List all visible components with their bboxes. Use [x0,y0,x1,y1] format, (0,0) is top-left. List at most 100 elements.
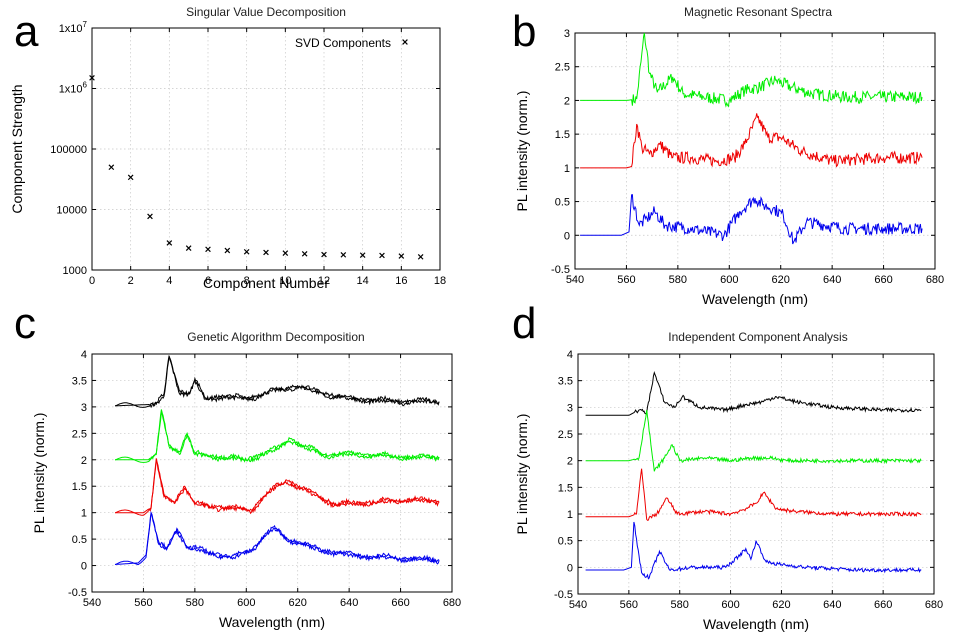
x-tick-label: 8 [244,275,250,287]
data-point [147,213,153,220]
panel-b-frame [574,32,936,270]
y-tick-label: 3 [567,402,573,414]
y-tick-label: 1.5 [558,482,573,494]
data-point [205,246,211,253]
series-line [114,511,440,566]
y-tick-label: 1.5 [555,129,570,141]
panel-b-ticks: 540 560 580 600 620 640 660 680 -0.5 0 0.5 1 1.5 2 2.5… [551,28,944,286]
y-tick-label: 0.5 [555,197,570,209]
x-tick-label: 540 [566,274,584,286]
data-point [398,253,405,259]
y-tick-label: 0 [81,561,87,573]
y-tick-label: 3 [81,402,87,414]
x-tick-label: 580 [186,597,204,609]
y-tick-label: 4 [81,349,87,361]
x-tick-label: 620 [772,599,790,611]
y-tick-label: 1.5 [72,481,87,493]
series-line [585,409,922,472]
y-tick-label: 2.5 [558,429,573,441]
y-tick-label: 1 [81,508,87,520]
x-tick-label: 4 [166,275,172,287]
x-tick-label: 680 [926,274,944,286]
panel-c-xlabel: Wavelength (nm) [219,614,325,630]
data-point [263,249,269,256]
y-tick-label: 1 [567,509,573,521]
x-tick-label: 600 [237,597,255,609]
data-point [127,174,134,181]
panel-c-ylabel: PL intensity (norm.) [31,413,47,534]
panel-b: b Magnetic Resonant Spectra 540 560 580 600… [512,5,944,307]
x-tick-label: 560 [620,599,638,611]
x-tick-label: 680 [925,599,943,611]
data-point [166,240,173,246]
y-tick-label: 100000 [50,144,87,156]
x-tick-label: 540 [83,597,101,609]
series-line [114,355,440,409]
x-tick-label: 620 [772,274,790,286]
data-point [243,248,250,255]
x-tick-label: 560 [617,274,635,286]
data-point [282,250,289,256]
y-tick-label: 1x107 [59,20,88,35]
y-tick-label: 10000 [56,205,87,217]
panel-b-xlabel: Wavelength (nm) [702,291,808,307]
y-tick-label: 1000 [63,265,87,277]
y-tick-label: 2.5 [72,428,87,440]
series-line [585,371,922,416]
x-tick-label: 580 [669,274,687,286]
x-tick-label: 640 [823,599,841,611]
data-point [359,252,366,258]
y-tick-label: 2 [567,456,573,468]
panel-d: d Independent Component Analysis 540 560 5… [512,299,943,632]
series-line [580,113,923,169]
data-point [340,252,347,258]
panel-d-title: Independent Component Analysis [668,330,847,344]
y-tick-label: 0 [564,230,570,242]
data-point [379,252,385,259]
x-tick-label: 560 [134,597,152,609]
x-tick-label: 18 [434,275,446,287]
y-tick-label: 0 [567,562,573,574]
series-line [114,409,440,463]
series-line [114,458,440,516]
x-tick-label: 16 [395,275,407,287]
panel-d-marks [585,371,922,580]
y-tick-label: -0.5 [551,264,570,276]
panel-a-ticks: 0 2 4 6 8 10 12 14 16 18 1000 10000 100000 1x106 1x107 [50,20,446,287]
x-tick-label: 0 [89,275,95,287]
panel-c-marks [114,354,440,566]
panel-a-ylabel: Component Strength [9,84,25,213]
series-line [585,521,922,580]
panel-d-letter: d [512,299,536,348]
data-point [89,75,95,81]
panel-d-ticks: 540 560 580 600 620 640 660 680 -0.5 0 0.5 1 1.5 2 2.5… [554,349,943,611]
panel-a: a Singular Value Decomposition 0 2 4 6 8 10 12… [9,5,446,291]
panel-c-title: Genetic Algorithm Decomposition [187,330,364,344]
x-tick-label: 540 [569,599,587,611]
panel-a-legend: SVD Components [295,36,391,50]
x-tick-label: 600 [720,274,738,286]
panel-a-grid [91,27,441,271]
x-tick-label: 10 [279,275,291,287]
x-tick-label: 2 [128,275,134,287]
panel-b-marks [580,32,923,245]
panel-a-title: Singular Value Decomposition [186,5,346,19]
panel-b-title: Magnetic Resonant Spectra [684,5,832,19]
x-tick-label: 12 [318,275,330,287]
x-tick-label: 620 [289,597,307,609]
panel-d-ylabel: PL intensity (norm.) [514,414,530,535]
x-tick-label: 6 [205,275,211,287]
x-tick-label: 640 [340,597,358,609]
x-tick-label: 660 [391,597,409,609]
x-tick-label: 640 [823,274,841,286]
x-tick-label: 660 [874,599,892,611]
legend-marker [402,39,408,45]
panel-c: c Genetic Algorithm Decomposition 540 560… [14,299,461,630]
panel-c-ticks: 540 560 580 600 620 640 660 680 -0.5 0 0.5 1 1.5 2 2.5… [68,349,461,609]
y-tick-label: 0.5 [558,536,573,548]
y-tick-label: 2.5 [555,62,570,74]
data-point [321,251,327,258]
data-point [185,245,192,251]
y-tick-label: 1x106 [59,81,88,96]
panel-a-marks [89,39,424,260]
